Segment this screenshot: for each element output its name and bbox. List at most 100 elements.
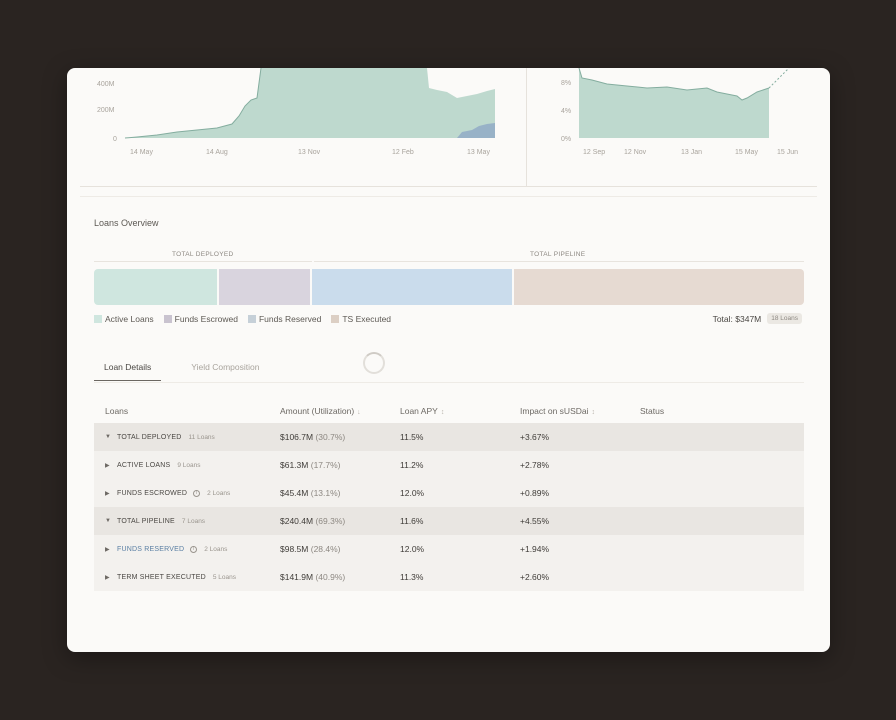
x-tick: 12 Sep (583, 149, 605, 156)
x-tick: 12 Feb (392, 149, 414, 156)
row-impact: +3.67% (520, 432, 550, 442)
row-count: 7 Loans (181, 517, 206, 525)
group-line-pipeline (314, 261, 804, 262)
allocation-segment-funds-reserved[interactable] (312, 269, 514, 305)
allocation-segment-funds-escrowed[interactable] (219, 269, 313, 305)
header-amount-label: Amount (Utilization) (280, 406, 355, 416)
row-count: 9 Loans (177, 461, 201, 469)
legend: Active Loans Funds Escrowed Funds Reserv… (94, 314, 391, 324)
allocation-segment-active-loans[interactable] (94, 269, 220, 305)
apy-area (579, 68, 769, 138)
header-amount[interactable]: Amount (Utilization) ↓ (280, 406, 400, 416)
row-name: TOTAL DEPLOYED (117, 433, 182, 441)
table-row[interactable]: ▶ FUNDS ESCROWED i 2 Loans $45.4M (13.1%) 1… (94, 479, 804, 507)
x-tick: 13 May (467, 149, 490, 156)
row-util: (13.1%) (310, 488, 341, 498)
caret-right-icon[interactable]: ▶ (105, 462, 110, 469)
header-status: Status (640, 406, 665, 416)
legend-label: Funds Reserved (258, 314, 322, 324)
row-impact: +0.89% (520, 488, 550, 498)
table-row[interactable]: ▶ TERM SHEET EXECUTED 5 Loans $141.9M (40.… (94, 563, 804, 591)
legend-label: Funds Escrowed (174, 314, 238, 324)
header-apy-label: Loan APY (400, 406, 438, 416)
y-tick: 0 (113, 136, 117, 143)
section-title: Loans Overview (94, 218, 159, 228)
loans-table: Loans Amount (Utilization) ↓ Loan APY ↕ Im… (94, 399, 804, 591)
row-util: (17.7%) (310, 460, 341, 470)
row-name: TERM SHEET EXECUTED (117, 573, 206, 581)
total-summary: Total: $347M 18 Loans (713, 313, 802, 324)
pipeline-area (457, 123, 495, 138)
legend-swatch (94, 315, 102, 323)
charts-row: 400M 200M 0 14 May 14 Aug 13 Nov 12 Feb … (67, 68, 830, 188)
info-icon[interactable]: i (193, 489, 201, 497)
caret-down-icon[interactable]: ▼ (105, 518, 112, 524)
row-count: 5 Loans (212, 573, 236, 581)
legend-item: Funds Escrowed (163, 314, 238, 324)
caret-right-icon[interactable]: ▶ (105, 574, 110, 581)
sort-icon: ↕ (591, 409, 596, 416)
row-count: 2 Loans (204, 545, 228, 553)
sort-down-icon: ↓ (357, 409, 361, 416)
y-tick: 400M (97, 81, 115, 88)
chart-divider (526, 68, 527, 186)
loading-spinner-icon (363, 352, 385, 374)
y-tick: 8% (561, 80, 571, 87)
row-amount: $141.9M (280, 572, 314, 582)
info-icon[interactable]: i (190, 545, 198, 553)
row-util: (30.7%) (315, 432, 346, 442)
table-row[interactable]: ▼ TOTAL PIPELINE 7 Loans $240.4M (69.3%) 1… (94, 507, 804, 535)
divider (80, 186, 817, 187)
row-apy: 12.0% (400, 544, 425, 554)
allocation-bar (94, 269, 804, 305)
y-tick: 200M (97, 107, 115, 114)
legend-item: Active Loans (94, 314, 154, 324)
header-impact[interactable]: Impact on sUSDai ↕ (520, 406, 640, 416)
row-apy: 11.3% (400, 572, 424, 582)
row-impact: +1.94% (520, 544, 550, 554)
deployed-area (125, 68, 495, 138)
allocation-segment-ts-executed[interactable] (513, 269, 804, 305)
deployed-line (124, 68, 262, 139)
table-row[interactable]: ▶ ACTIVE LOANS 9 Loans $61.3M (17.7%) 11.2… (94, 451, 804, 479)
legend-swatch (163, 315, 172, 323)
caret-right-icon[interactable]: ▶ (105, 490, 110, 497)
y-tick: 4% (561, 108, 571, 115)
row-impact: +4.55% (520, 516, 550, 526)
tab-bar: Loan Details Yield Composition (94, 358, 269, 381)
row-amount: $106.7M (280, 432, 314, 442)
row-amount: $61.3M (280, 460, 309, 470)
header-loans[interactable]: Loans (105, 406, 129, 416)
dashboard-card: 400M 200M 0 14 May 14 Aug 13 Nov 12 Feb … (67, 68, 830, 652)
table-row[interactable]: ▶ FUNDS RESERVED i 2 Loans $98.5M (28.4%) 1… (94, 535, 804, 563)
header-impact-label: Impact on sUSDai (520, 406, 589, 416)
row-apy: 11.6% (400, 516, 424, 526)
tab-yield-composition[interactable]: Yield Composition (191, 362, 260, 372)
charts-svg: 400M 200M 0 14 May 14 Aug 13 Nov 12 Feb … (97, 68, 798, 156)
table-row[interactable]: ▼ TOTAL DEPLOYED 11 Loans $106.7M (30.7%) … (94, 423, 804, 451)
apy-line (578, 68, 770, 101)
row-util: (40.9%) (315, 572, 346, 582)
deployed-area-chart: 400M 200M 0 14 May 14 Aug 13 Nov 12 Feb … (97, 68, 495, 156)
row-amount: $98.5M (280, 544, 309, 554)
row-apy: 11.5% (400, 432, 424, 442)
table-header: Loans Amount (Utilization) ↓ Loan APY ↕ Im… (94, 399, 804, 423)
header-apy[interactable]: Loan APY ↕ (400, 406, 520, 416)
divider (80, 196, 817, 197)
row-util: (28.4%) (310, 544, 341, 554)
caret-down-icon[interactable]: ▼ (105, 434, 112, 440)
row-count: 11 Loans (188, 433, 215, 441)
group-line-deployed (94, 261, 312, 262)
sort-icon: ↕ (440, 409, 445, 416)
row-amount: $45.4M (280, 488, 309, 498)
tab-loan-details[interactable]: Loan Details (94, 358, 162, 381)
group-label-deployed: TOTAL DEPLOYED (172, 251, 234, 258)
caret-right-icon[interactable]: ▶ (105, 546, 110, 553)
x-tick: 15 May (735, 149, 758, 156)
row-apy: 11.2% (400, 460, 424, 470)
row-name: ACTIVE LOANS (117, 461, 171, 469)
legend-swatch (331, 315, 340, 323)
row-impact: +2.60% (520, 572, 550, 582)
apy-area-chart: 8% 4% 0% 12 Sep 12 Nov 13 Jan 15 May 15 … (561, 68, 798, 156)
tabs-divider (94, 382, 804, 383)
